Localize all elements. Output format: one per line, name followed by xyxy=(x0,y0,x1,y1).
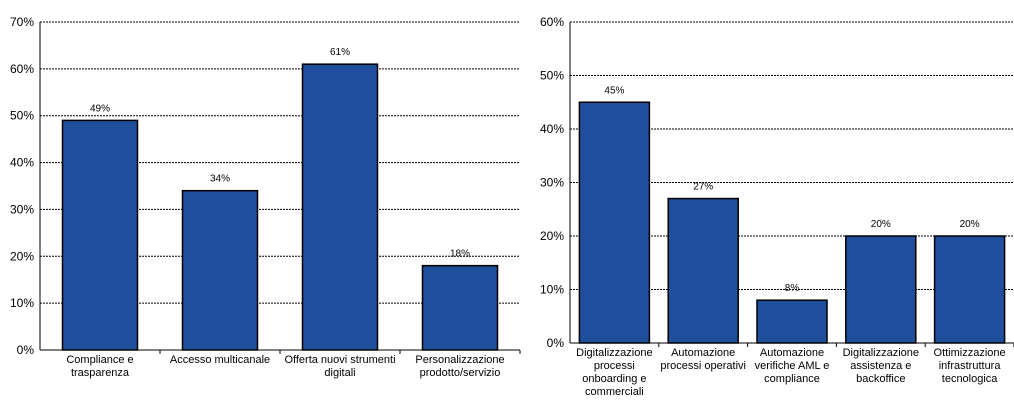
y-tick-label: 70% xyxy=(10,15,34,29)
data-label: 18% xyxy=(450,249,470,260)
y-tick-label: 10% xyxy=(540,283,564,297)
y-tick-label: 60% xyxy=(540,15,564,29)
category-label: Offerta nuovi strumenti digitali xyxy=(284,354,395,379)
category-label: Personalizzazione prodotto/servizio xyxy=(415,354,504,379)
y-tick-label: 40% xyxy=(540,122,564,136)
y-tick-label: 20% xyxy=(540,229,564,243)
data-label: 20% xyxy=(871,219,891,230)
category-label: Ottimizzazione infrastruttura tecnologica xyxy=(934,347,1006,385)
category-label: Digitalizzazione processi onboarding e comm… xyxy=(576,347,652,398)
bar xyxy=(933,235,1006,344)
y-tick-label: 50% xyxy=(10,109,34,123)
y-tick-label: 50% xyxy=(540,69,564,83)
bar xyxy=(61,119,139,351)
category-label: Compliance e trasparenza xyxy=(66,354,133,379)
bar xyxy=(301,63,379,351)
data-label: 34% xyxy=(210,174,230,185)
data-label: 8% xyxy=(785,283,800,294)
category-label: Automazione processi operativi xyxy=(660,347,746,372)
bar xyxy=(181,189,259,351)
y-tick-label: 0% xyxy=(547,336,565,350)
category-label: Automazione verifiche AML e compliance xyxy=(755,347,830,385)
data-label: 27% xyxy=(693,182,713,193)
y-tick-label: 30% xyxy=(10,202,34,216)
bar xyxy=(578,101,651,344)
chart-1: 0% 10% 20% 30% 40% 50% 60% 70% 49% Compliance e tr… xyxy=(10,15,521,379)
y-tick-label: 0% xyxy=(17,343,35,357)
bar xyxy=(421,264,499,351)
data-label: 20% xyxy=(960,219,980,230)
bar xyxy=(756,299,828,344)
y-tick-label: 20% xyxy=(10,249,34,263)
bar xyxy=(667,197,739,344)
data-label: 49% xyxy=(90,103,110,114)
y-tick-label: 60% xyxy=(10,62,34,76)
data-label: 45% xyxy=(604,85,624,96)
y-tick-label: 10% xyxy=(10,296,34,310)
category-label: Digitalizzazione assistenza e backoffice xyxy=(843,347,919,385)
bar xyxy=(845,235,917,344)
y-tick-label: 30% xyxy=(540,176,564,190)
chart-2: 0% 10% 20% 30% 40% 50% 60% 45% Digitalizzazione p… xyxy=(540,15,1014,398)
category-label: Accesso multicanale xyxy=(170,354,270,366)
y-tick-label: 40% xyxy=(10,156,34,170)
data-label: 61% xyxy=(330,47,350,58)
